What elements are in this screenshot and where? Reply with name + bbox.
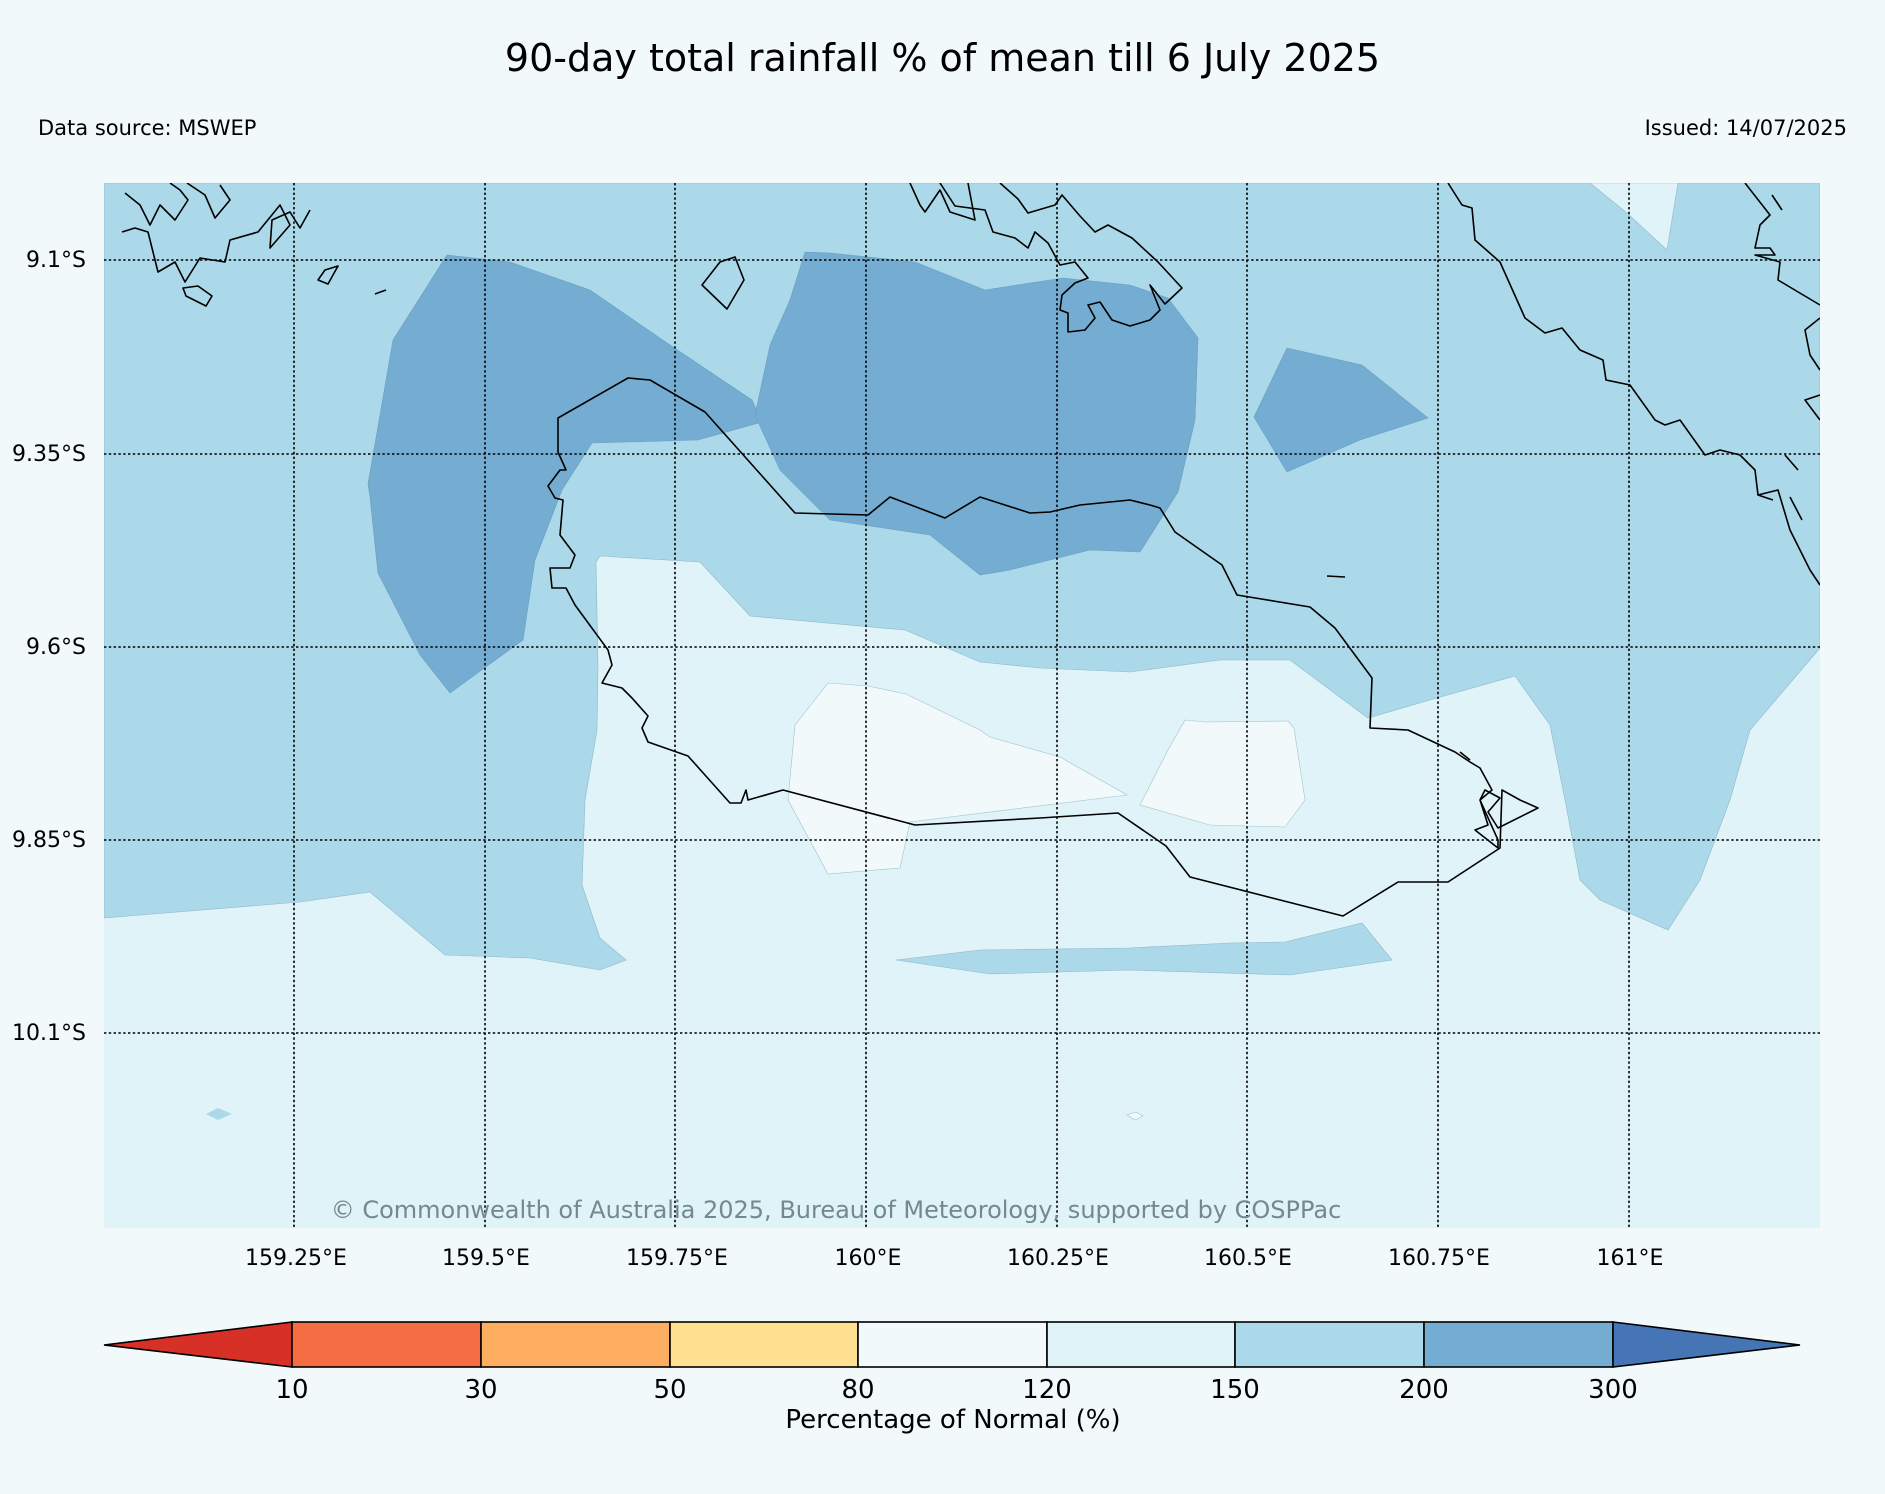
- colorbar-under-triangle: [103, 1321, 293, 1368]
- contour-200-300-east: [1253, 347, 1429, 473]
- coastline-islet-a: [317, 265, 339, 285]
- coastlines: [121, 183, 1820, 917]
- colorbar-bin-150-200: [1234, 1321, 1425, 1368]
- map-title: 90-day total rainfall % of mean till 6 J…: [504, 36, 1381, 80]
- lon-label: 161°E: [1597, 1246, 1664, 1271]
- colorbar-tick: 300: [1588, 1375, 1638, 1405]
- colorbar-label: Percentage of Normal (%): [785, 1405, 1120, 1435]
- data-source-label: Data source: MSWEP: [38, 116, 257, 140]
- coastline-guadalcanal: [547, 377, 1539, 917]
- latitude-labels: 9.1°S 9.35°S 9.6°S 9.85°S 10.1°S: [12, 248, 86, 1046]
- coastline-malaita-east: [1744, 183, 1820, 521]
- contour-200-300-west: [367, 254, 763, 694]
- lon-label: 160°E: [835, 1246, 902, 1271]
- graticule: [104, 183, 1820, 1228]
- lon-label: 160.25°E: [1007, 1246, 1109, 1271]
- coastline-guadalcanal-fix: [1459, 751, 1471, 761]
- colorbar-tick: 10: [275, 1375, 308, 1405]
- colorbar-bin-200-300: [1423, 1321, 1614, 1368]
- coastline-santa-isabel-west: [121, 183, 311, 283]
- colorbar-bin-50-80: [669, 1321, 859, 1368]
- coastline-islet-b: [374, 289, 387, 295]
- lon-label: 159.5°E: [442, 1246, 530, 1271]
- colorbar-tick: 50: [653, 1375, 686, 1405]
- issued-date-label: Issued: 14/07/2025: [1644, 116, 1847, 140]
- colorbar-tick: 150: [1210, 1375, 1260, 1405]
- coastline-islet-c: [701, 256, 745, 310]
- longitude-labels: 159.25°E 159.5°E 159.75°E 160°E 160.25°E…: [245, 1246, 1663, 1271]
- copyright-notice: © Commonwealth of Australia 2025, Bureau…: [331, 1196, 1342, 1224]
- lon-label: 159.25°E: [245, 1246, 347, 1271]
- coastline-malaita: [1447, 183, 1820, 586]
- map-panel: © Commonwealth of Australia 2025, Bureau…: [104, 183, 1820, 1228]
- coastline-islet-d: [1326, 575, 1346, 578]
- colorbar-bin-30-50: [480, 1321, 671, 1368]
- lat-label: 10.1°S: [12, 1021, 86, 1046]
- colorbar-tick: 80: [841, 1375, 874, 1405]
- colorbar-tick: 200: [1399, 1375, 1449, 1405]
- colorbar-bin-120-150: [1046, 1321, 1236, 1368]
- lat-label: 9.6°S: [26, 635, 86, 660]
- lat-label: 9.85°S: [12, 828, 86, 853]
- contour-80-120-west: [787, 682, 1128, 875]
- colorbar-over-triangle: [1612, 1321, 1801, 1368]
- lon-label: 160.75°E: [1388, 1246, 1490, 1271]
- coastline-florida: [909, 183, 1183, 333]
- lat-label: 9.1°S: [26, 248, 86, 273]
- contour-islet-2: [1126, 1111, 1144, 1121]
- colorbar-tick: 120: [1022, 1375, 1072, 1405]
- contour-150-200-ne: [1589, 183, 1679, 251]
- coastline-santa-isabel-islet: [182, 285, 213, 307]
- colorbar-bin-80-120: [857, 1321, 1048, 1368]
- contour-strip-150-200: [895, 922, 1393, 976]
- lon-label: 160.5°E: [1204, 1246, 1292, 1271]
- lat-label: 9.35°S: [12, 442, 86, 467]
- colorbar-ticks: 10 30 50 80 120 150 200 300: [275, 1375, 1637, 1405]
- colorbar-tick: 30: [464, 1375, 497, 1405]
- contour-islet-1: [206, 1108, 232, 1120]
- colorbar-bin-10-30: [291, 1321, 482, 1368]
- lon-label: 159.75°E: [626, 1246, 728, 1271]
- colorbar: [103, 1321, 1801, 1368]
